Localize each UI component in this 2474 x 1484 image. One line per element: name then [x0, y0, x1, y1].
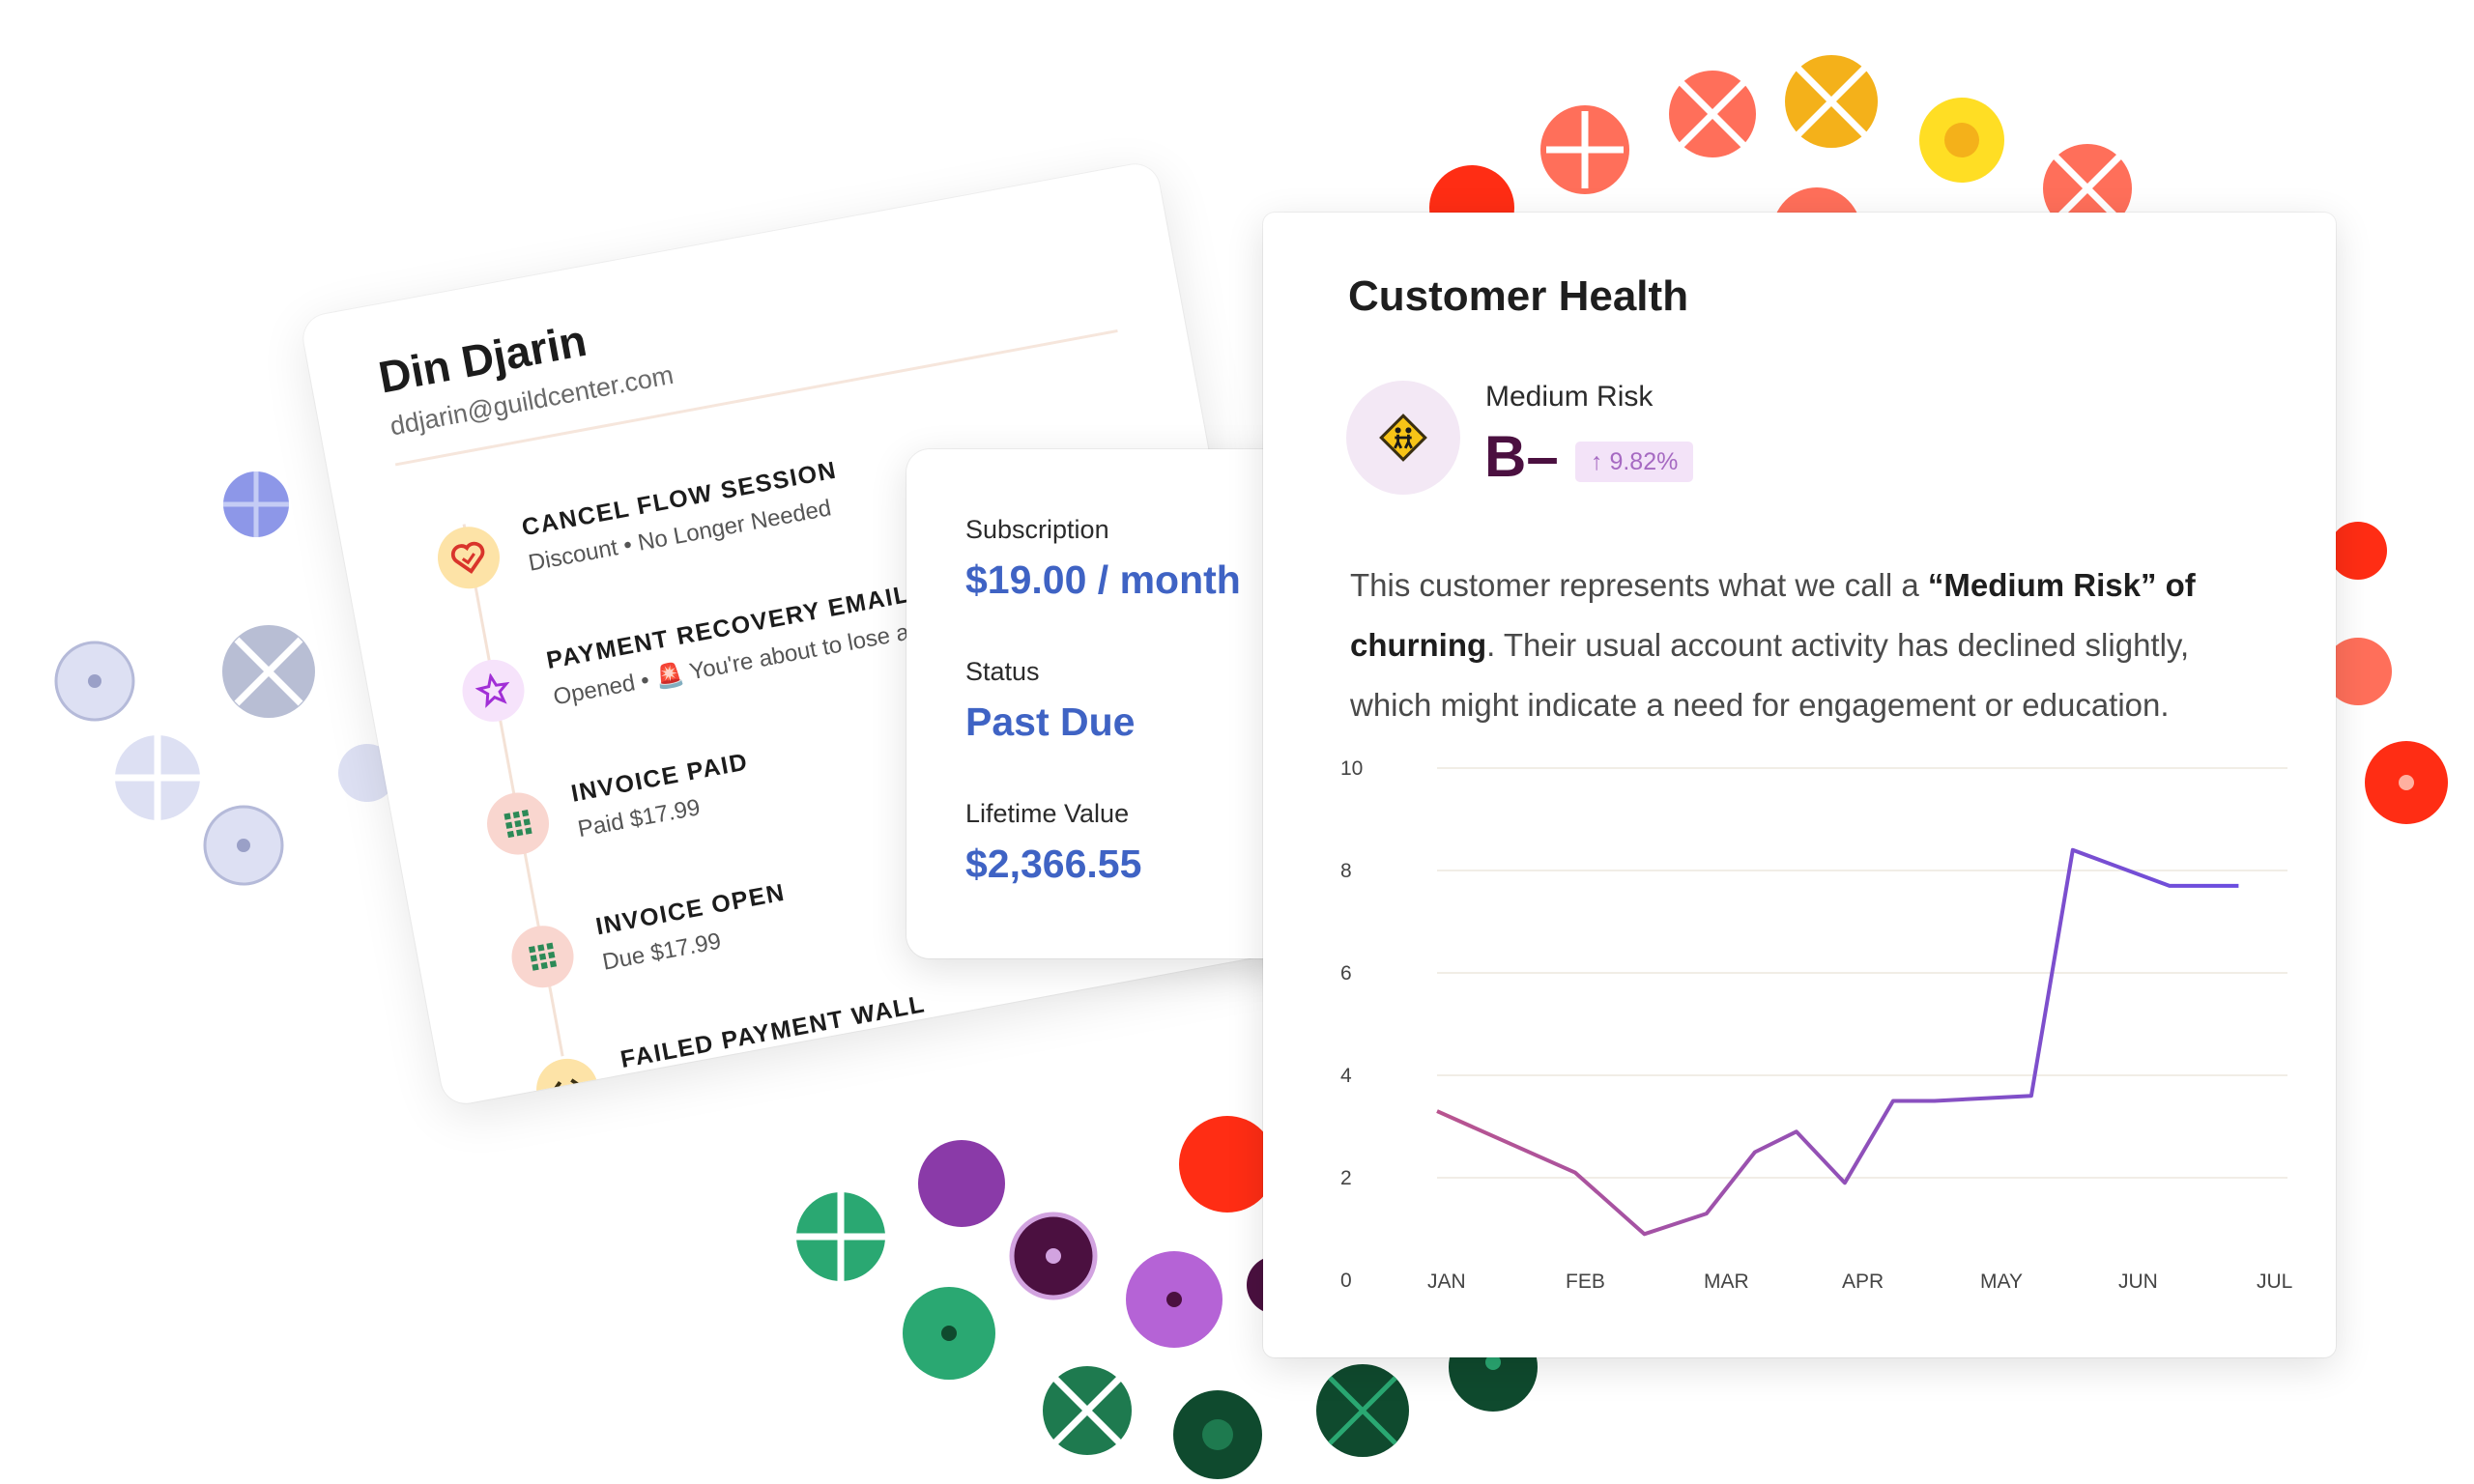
grade-change-badge: ↑ 9.82%: [1575, 442, 1694, 482]
subscription-value: $19.00 / month: [965, 557, 1241, 602]
subscription-summary-card: Subscription $19.00 / month Status Past …: [906, 449, 1312, 958]
x-tick-label: JUL: [2257, 1270, 2292, 1293]
x-tick-label: MAY: [1980, 1270, 2023, 1293]
y-tick-label: 0: [1340, 1270, 1352, 1292]
customer-health-card: Customer Health Medium Risk B– ↑ 9.82% T…: [1263, 213, 2336, 1357]
event-title: INVOICE PAID: [568, 748, 751, 808]
timeline-event-invoice-open[interactable]: INVOICE OPEN Due $17.99: [505, 784, 1283, 1019]
y-tick-label: 10: [1340, 757, 1363, 780]
x-tick-label: APR: [1842, 1270, 1884, 1293]
grid-icon: [481, 787, 555, 860]
x-tick-label: JAN: [1427, 1270, 1466, 1293]
heart-icon: [432, 521, 505, 594]
y-tick-label: 8: [1340, 860, 1352, 882]
orange-dot-cluster: [1179, 55, 2448, 1213]
x-tick-label: MAR: [1704, 1270, 1749, 1293]
risk-badge: [1346, 381, 1460, 495]
description-text-continued: . Their usual account activity has decli…: [1350, 627, 2190, 723]
status-label: Status: [965, 657, 1040, 686]
health-grade: B–: [1484, 424, 1559, 489]
description-text: This customer represents what we call a: [1350, 567, 1928, 603]
card-title: Customer Health: [1348, 272, 1689, 320]
timeline-event-payment-recovery-email[interactable]: PAYMENT RECOVERY EMAIL Opened • 🚨 You're…: [456, 518, 1234, 754]
timeline-event-invoice-paid[interactable]: INVOICE PAID Paid $17.99: [480, 650, 1258, 886]
subscription-label: Subscription: [965, 515, 1109, 544]
green-purple-dot-cluster: [796, 1140, 1538, 1479]
series-line: [1436, 847, 2239, 1237]
status-value: Past Due: [965, 699, 1136, 744]
star-icon: [457, 654, 530, 728]
health-description: This customer represents what we call a …: [1350, 556, 2278, 735]
y-tick-label: 6: [1340, 962, 1352, 985]
y-tick-label: 4: [1340, 1065, 1352, 1087]
risk-level-label: Medium Risk: [1485, 381, 1654, 413]
timeline-event-cancel-flow[interactable]: CANCEL FLOW SESSION Discount • No Longer…: [431, 385, 1209, 620]
description-emphasis: “Medium Risk” of churning: [1350, 567, 2196, 663]
x-tick-label: FEB: [1566, 1270, 1605, 1293]
lifetime-value: $2,366.55: [965, 842, 1142, 886]
blue-dot-cluster: [54, 471, 396, 886]
grid-icon: [506, 920, 579, 993]
lifetime-value-label: Lifetime Value: [965, 799, 1130, 828]
warning-sign-icon: [1379, 414, 1427, 462]
x-tick-label: JUN: [2118, 1270, 2158, 1293]
health-trend-chart: 0 2 4 6 8 10 JAN FEB MAR APR MAY JUN JUL: [1340, 757, 2292, 1293]
y-tick-label: 2: [1340, 1167, 1352, 1189]
event-title: INVOICE OPEN: [593, 878, 788, 941]
